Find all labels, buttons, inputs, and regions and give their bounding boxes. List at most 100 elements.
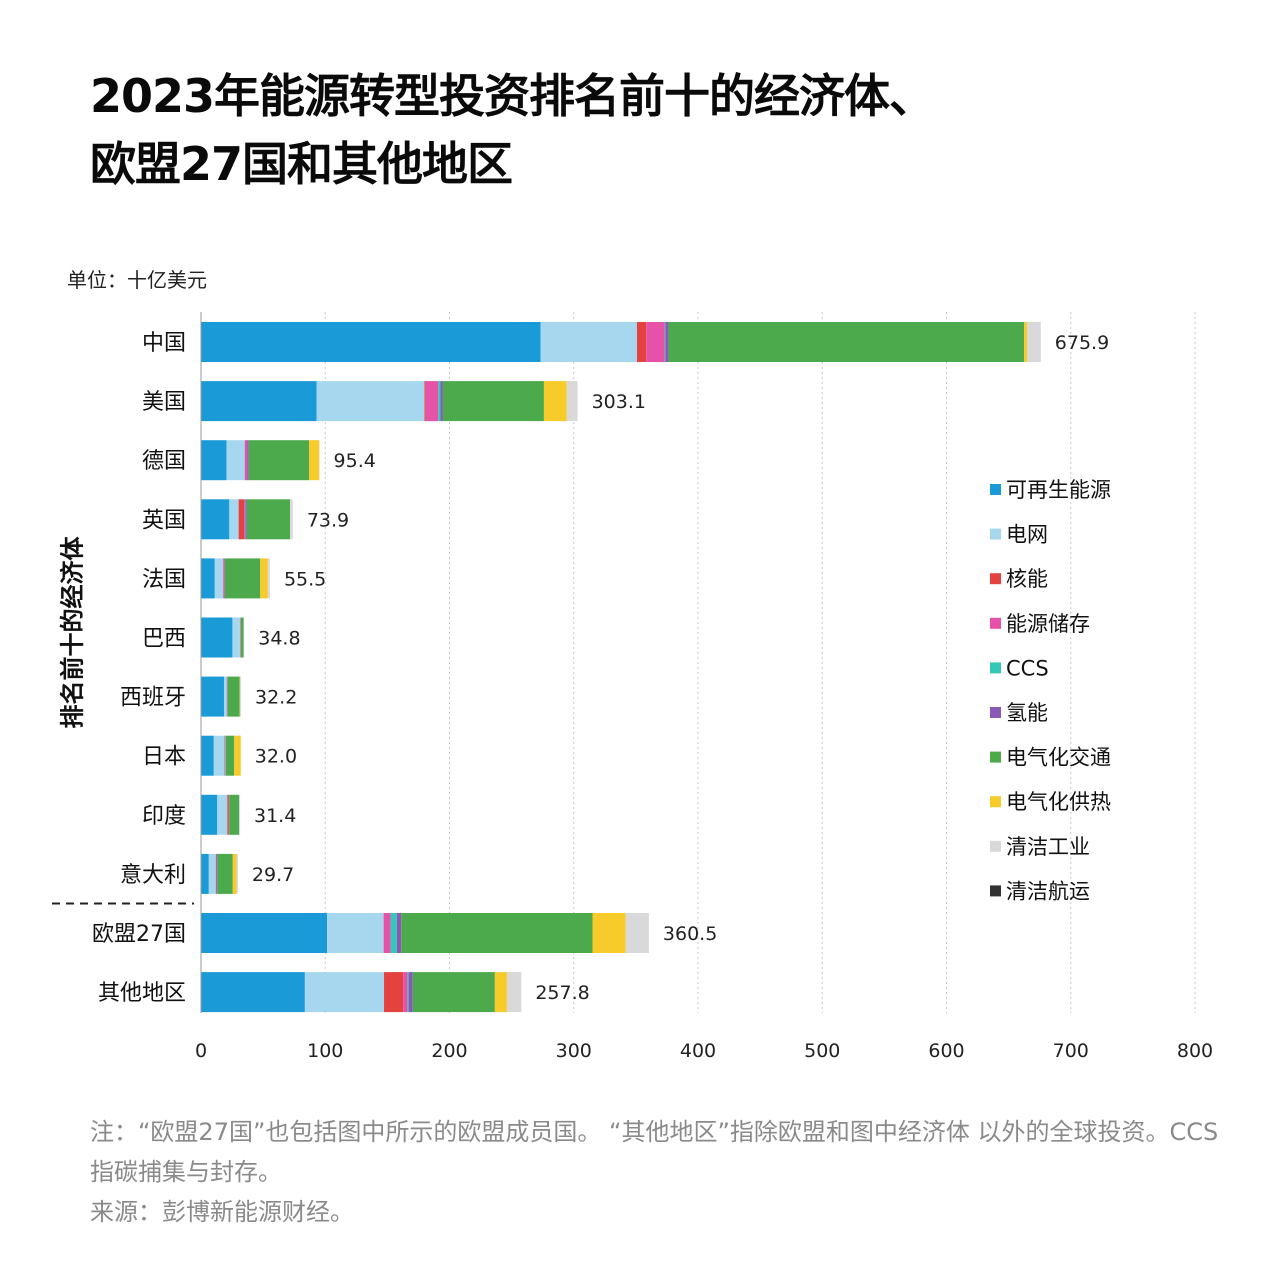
bar-segment-11-2	[384, 972, 404, 1013]
total-label-11: 257.8	[535, 982, 589, 1004]
bar-segment-2-7	[309, 440, 320, 481]
bar-segment-3-6	[246, 499, 291, 540]
bar-segment-7-3	[224, 735, 226, 776]
grid-layer	[324, 312, 1196, 1013]
bar-segment-8-0	[201, 794, 218, 835]
bar-segment-9-6	[217, 853, 233, 894]
category-label-4: 法国	[142, 567, 186, 592]
total-label-4: 55.5	[284, 568, 326, 590]
bar-segment-8-2	[227, 794, 229, 835]
category-label-6: 西班牙	[120, 686, 186, 711]
bar-segment-1-1	[316, 381, 425, 422]
total-label-9: 29.7	[252, 864, 294, 886]
legend-label-8: 清洁工业	[1006, 835, 1090, 859]
legend-label-4: CCS	[1006, 656, 1049, 680]
bar-segment-11-3	[403, 972, 408, 1013]
category-label-11: 其他地区	[98, 981, 186, 1006]
total-label-1: 303.1	[592, 391, 646, 413]
legend-label-3: 能源储存	[1006, 612, 1090, 636]
bar-segment-9-5	[216, 853, 218, 894]
total-label-5: 34.8	[258, 628, 300, 650]
bar-segment-7-1	[213, 735, 225, 776]
bar-segment-5-6	[240, 617, 244, 658]
category-label-0: 中国	[142, 331, 186, 356]
bar-segment-5-1	[232, 617, 241, 658]
legend-swatch-1	[990, 528, 1001, 540]
bar-segment-10-0	[201, 913, 328, 953]
bar-segment-10-7	[592, 913, 626, 953]
total-label-0: 675.9	[1055, 332, 1109, 354]
bar-segment-4-3	[223, 558, 225, 599]
bar-segment-5-8	[243, 617, 245, 658]
x-tick-label-500: 500	[804, 1040, 840, 1062]
legend-swatch-5	[990, 707, 1001, 718]
x-tick-label-800: 800	[1177, 1040, 1213, 1062]
bar-segment-3-3	[244, 499, 246, 540]
bar-segment-3-0	[201, 499, 230, 540]
category-label-9: 意大利	[120, 863, 186, 888]
bar-segment-10-8	[625, 913, 649, 953]
total-label-8: 31.4	[254, 805, 296, 827]
x-tick-label-100: 100	[307, 1040, 343, 1062]
bar-segment-11-0	[201, 972, 305, 1013]
legend-label-1: 电网	[1006, 523, 1048, 547]
category-label-5: 巴西	[142, 627, 186, 652]
bar-segment-11-1	[304, 972, 385, 1013]
legend-label-5: 氢能	[1006, 701, 1048, 725]
bar-segment-4-0	[201, 558, 215, 599]
total-label-10: 360.5	[663, 923, 717, 945]
bar-segment-3-5	[245, 499, 247, 540]
footnotes: 注：“欧盟27国”也包括图中所示的欧盟成员国。 “其他地区”指除欧盟和图中经济体…	[90, 1112, 1240, 1232]
legend-label-6: 电气化交通	[1006, 746, 1111, 770]
bar-segment-0-3	[646, 322, 665, 362]
bar-segment-6-0	[201, 676, 224, 717]
bar-segment-9-1	[208, 853, 216, 894]
bar-segment-0-8	[1027, 322, 1041, 362]
unit-label: 单位：十亿美元	[67, 268, 207, 292]
legend-swatch-6	[990, 751, 1001, 763]
category-label-10: 欧盟27国	[92, 922, 186, 947]
total-label-7: 32.0	[255, 746, 297, 768]
bar-segment-11-5	[408, 972, 413, 1013]
bar-segment-2-6	[248, 440, 310, 481]
bar-segment-0-5	[665, 322, 669, 362]
legend-swatch-7	[990, 796, 1001, 808]
bar-segment-1-4	[438, 381, 441, 422]
category-label-3: 英国	[142, 508, 186, 533]
bar-segment-0-1	[540, 322, 637, 362]
x-tick-label-400: 400	[680, 1040, 716, 1062]
bars-layer	[201, 322, 1041, 1013]
legend-swatch-8	[990, 840, 1001, 852]
bar-segment-3-1	[229, 499, 239, 540]
x-tick-label-200: 200	[431, 1040, 467, 1062]
bar-segment-11-8	[506, 972, 522, 1013]
x-tick-label-700: 700	[1053, 1040, 1089, 1062]
bar-segment-0-0	[201, 322, 541, 362]
bar-segment-10-5	[396, 913, 402, 953]
bar-segment-2-3	[244, 440, 248, 481]
bar-segment-6-1	[223, 676, 227, 717]
bar-segment-1-7	[543, 381, 567, 422]
bar-segment-5-0	[201, 617, 233, 658]
footnote-source: 来源：彭博新能源财经。	[90, 1198, 354, 1226]
bar-segment-1-6	[442, 381, 544, 422]
chart-title-line-2: 欧盟27国和其他地区	[90, 137, 513, 191]
bar-segment-4-7	[260, 558, 268, 599]
bar-segment-0-6	[668, 322, 1025, 362]
bar-segment-8-8	[239, 794, 241, 835]
bar-segment-9-8	[236, 853, 238, 894]
chart-title-line-1: 2023年能源转型投资排名前十的经济体、	[90, 69, 935, 123]
bar-segment-4-6	[224, 558, 261, 599]
bar-segment-4-8	[267, 558, 270, 599]
bar-segment-1-3	[425, 381, 439, 422]
legend-swatch-9	[990, 885, 1001, 897]
category-label-2: 德国	[142, 449, 186, 474]
bar-segment-1-5	[440, 381, 443, 422]
bar-segment-6-8	[240, 676, 242, 717]
bar-segment-5-3	[240, 617, 241, 658]
bar-segment-1-8	[566, 381, 578, 422]
bar-segment-0-4	[664, 322, 666, 362]
bar-segment-7-7	[234, 735, 241, 776]
x-tick-label-300: 300	[556, 1040, 592, 1062]
